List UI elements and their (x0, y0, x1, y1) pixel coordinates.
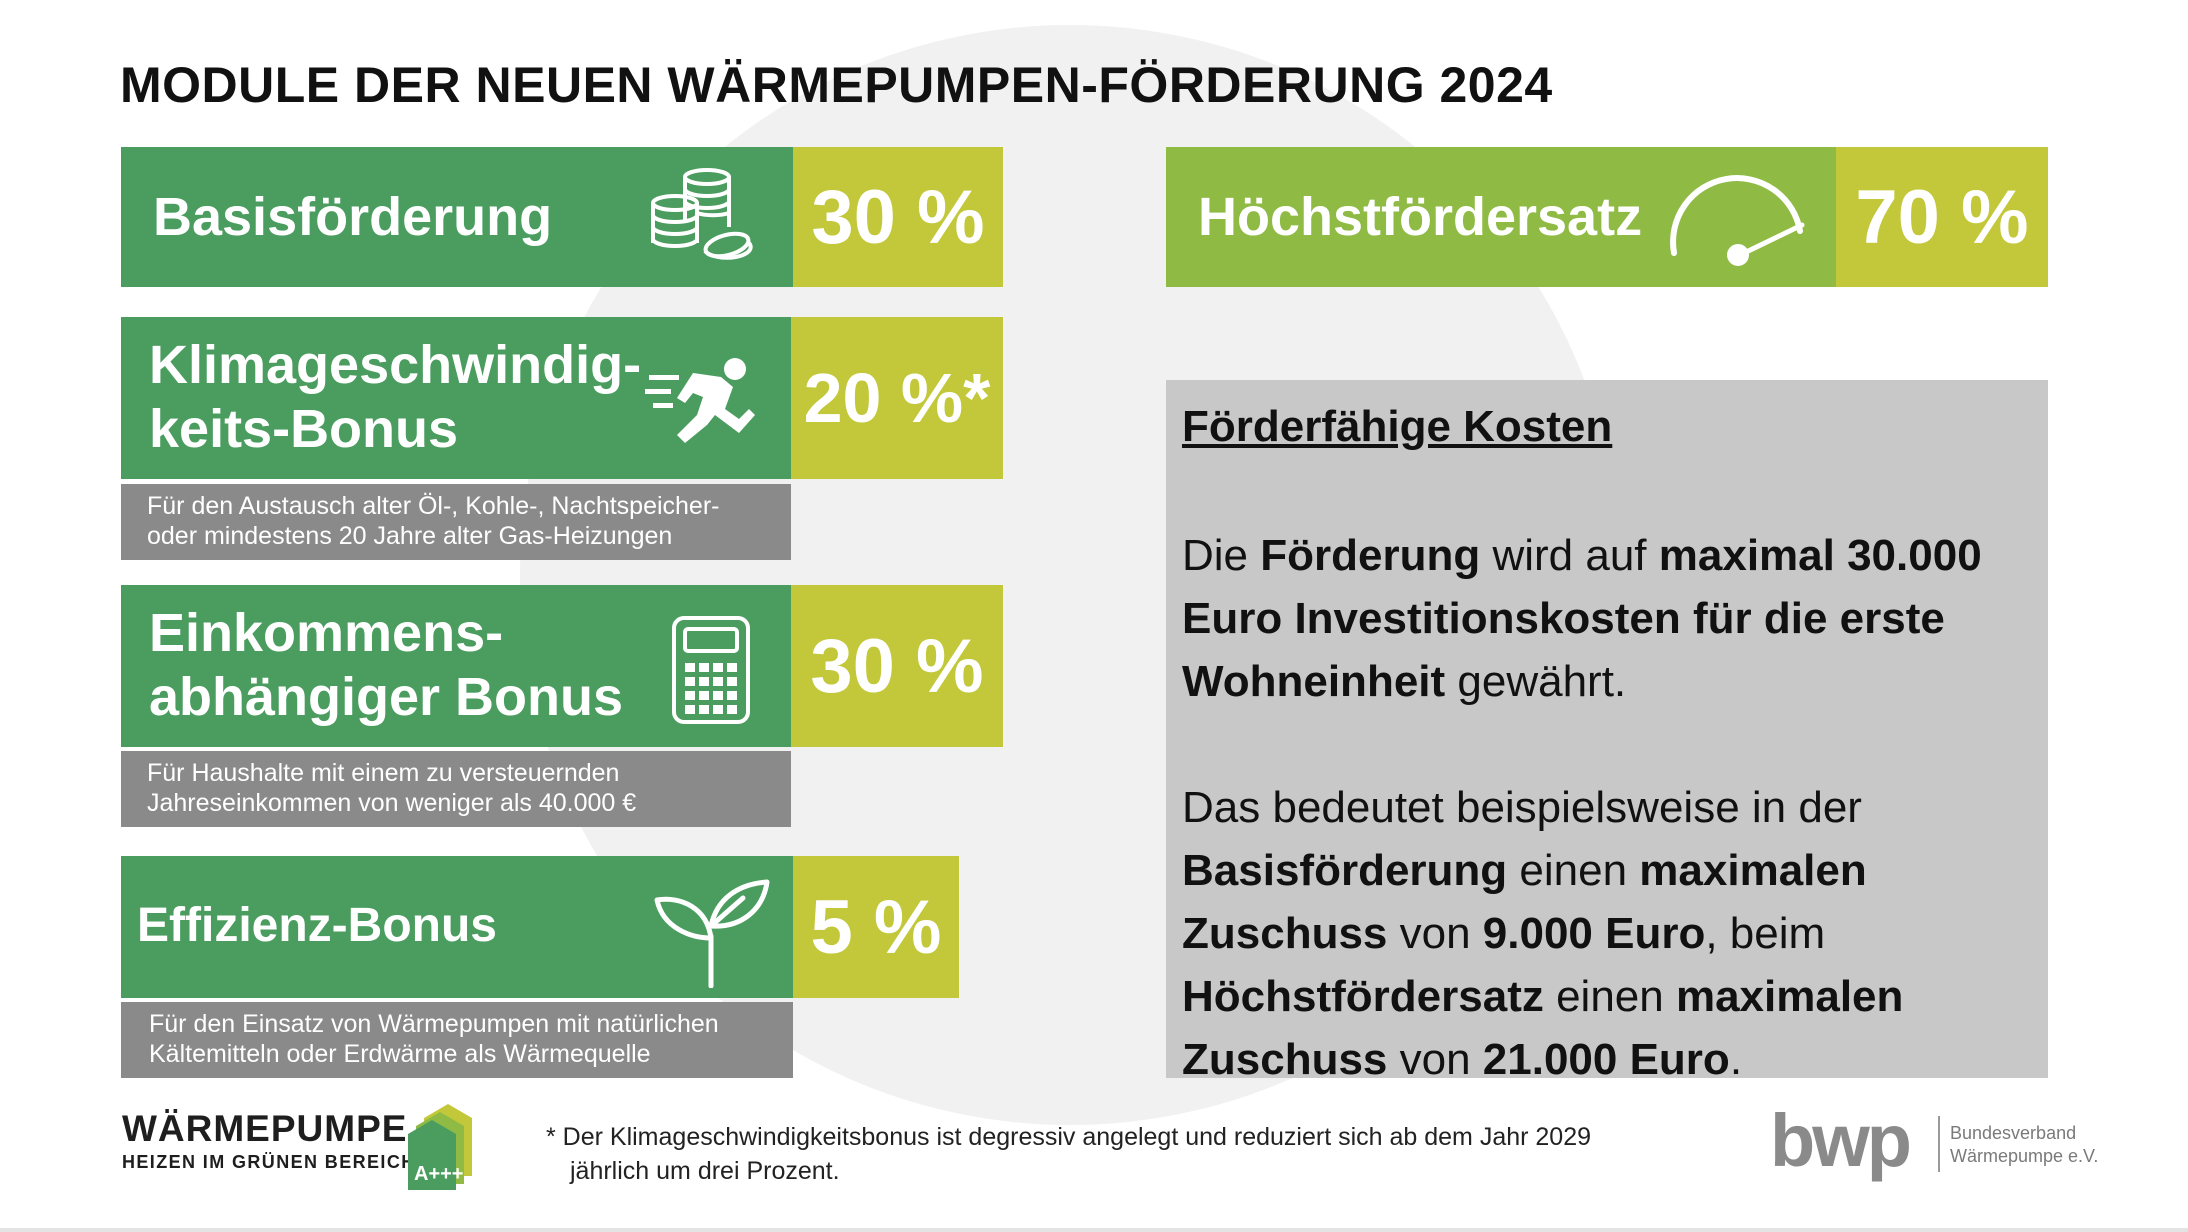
einkommen-label-line1: Einkommens- (149, 603, 504, 663)
effizienz-label: Effizienz-Bonus (137, 899, 497, 952)
effizienz-note: Für den Einsatz von Wärmepumpen mit natü… (121, 1002, 793, 1078)
einkommen-note-line2: Jahreseinkommen von weniger als 40.000 € (147, 789, 637, 817)
text-bold: Höchstfördersatz (1182, 972, 1544, 1021)
footnote-line-1: * Der Klimageschwindigkeitsbonus ist deg… (546, 1123, 1592, 1151)
einkommen-label-line2: abhängiger Bonus (149, 667, 624, 727)
text-bold: 9.000 Euro (1482, 909, 1706, 958)
text-bold: Wohneinheit (1182, 657, 1446, 706)
effizienz-percent: 5 % (793, 856, 959, 998)
bwp-logo: bwp (1770, 1099, 1940, 1195)
waermepumpe-logo: WÄRMEPUMPE HEIZEN IM GRÜNEN BEREICH (122, 1108, 416, 1173)
basis-module: Basisförderung (121, 147, 793, 287)
badge-text: A+++ (414, 1163, 463, 1185)
text-span: gewährt. (1445, 657, 1627, 706)
logo-wordmark: WÄRMEPUMPE (122, 1108, 408, 1149)
text-bold: maximal 30.000 (1658, 531, 1982, 580)
klima-module: Klimageschwindig- keits-Bonus (121, 317, 791, 479)
text-span: von (1387, 1035, 1483, 1084)
bwp-name-line-2: Wärmepumpe e.V. (1950, 1146, 2099, 1166)
text-span: Die (1182, 531, 1261, 580)
text-bold: Basisförderung (1182, 846, 1508, 895)
basis-percent: 30 % (793, 147, 1003, 287)
klima-note-line2: oder mindestens 20 Jahre alter Gas-Heizu… (147, 522, 673, 550)
gauge-icon (1664, 173, 1814, 273)
panel-paragraph-2-line-4: Höchstfördersatz einen maximalen (1182, 965, 1903, 1028)
klima-percent: 20 %* (791, 317, 1003, 479)
klima-note: Für den Austausch alter Öl-, Kohle-, Nac… (121, 484, 791, 560)
panel-paragraph-2-line-1: Das bedeutet beispielsweise in der (1182, 776, 1862, 839)
text-bold: maximalen (1639, 846, 1867, 895)
effizienz-module: Effizienz-Bonus (121, 856, 793, 998)
bwp-divider (1938, 1116, 1940, 1172)
effizienz-note-line1: Für den Einsatz von Wärmepumpen mit natü… (149, 1010, 719, 1038)
einkommen-note-line1: Für Haushalte mit einem zu versteuernden (147, 759, 620, 787)
text-bold: Zuschuss (1182, 1035, 1388, 1084)
panel-paragraph-1-line-3: Wohneinheit gewährt. (1182, 650, 1626, 713)
klima-note-line1: Für den Austausch alter Öl-, Kohle-, Nac… (147, 492, 720, 520)
text-bold: 21.000 Euro (1482, 1035, 1730, 1084)
page-title: MODULE DER NEUEN WÄRMEPUMPEN-FÖRDERUNG 2… (120, 57, 1553, 113)
panel-paragraph-1-line-2: Euro Investitionskosten für die erste (1182, 587, 1945, 650)
runner-icon (645, 353, 757, 449)
text-bold: Zuschuss (1182, 909, 1388, 958)
bwp-mark: bwp (1770, 1110, 1910, 1182)
basis-label: Basisförderung (153, 187, 553, 247)
panel-heading: Förderfähige Kosten (1182, 402, 1613, 451)
text-span: Das bedeutet beispielsweise in der (1182, 783, 1862, 832)
panel-paragraph-2-line-5: Zuschuss von 21.000 Euro. (1182, 1028, 1742, 1091)
eligible-costs-panel: Förderfähige Kosten Die Förderung wird a… (1166, 380, 2048, 1084)
text-span: wird auf (1480, 531, 1659, 580)
klima-label-line1: Klimageschwindig- (149, 335, 642, 395)
footnote-line-2: jährlich um drei Prozent. (570, 1157, 840, 1185)
einkommen-module: Einkommens- abhängiger Bonus (121, 585, 791, 747)
panel-paragraph-1-line-1: Die Förderung wird auf maximal 30.000 (1182, 524, 1982, 587)
bwp-name-line-1: Bundesverband (1950, 1123, 2077, 1143)
footnote: * Der Klimageschwindigkeitsbonus ist deg… (546, 1120, 1591, 1188)
einkommen-percent: 30 % (791, 585, 1003, 747)
text-bold: maximalen (1675, 972, 1904, 1021)
coins-icon (647, 163, 757, 273)
effizienz-note-line2: Kältemitteln oder Erdwärme als Wärmequel… (149, 1040, 651, 1068)
bwp-name: Bundesverband Wärmepumpe e.V. (1950, 1122, 2098, 1168)
klima-label-line2: keits-Bonus (149, 399, 459, 459)
sprout-icon (651, 876, 771, 988)
einkommen-note: Für Haushalte mit einem zu versteuernden… (121, 751, 791, 827)
text-span: einen (1543, 972, 1676, 1021)
hoechst-label: Höchstfördersatz (1198, 187, 1643, 247)
text-span: von (1387, 909, 1483, 958)
hoechst-module: Höchstfördersatz (1166, 147, 1836, 287)
panel-paragraph-2-line-2: Basisförderung einen maximalen (1182, 839, 1867, 902)
text-span: einen (1507, 846, 1640, 895)
house-badge-icon: A+++ (404, 1104, 488, 1195)
text-span: . (1729, 1035, 1743, 1084)
logo-tagline: HEIZEN IM GRÜNEN BEREICH (122, 1152, 416, 1172)
bottom-rule (0, 1228, 2188, 1232)
hoechst-percent: 70 % (1836, 147, 2048, 287)
text-bold: Euro Investitionskosten für die erste (1182, 594, 1945, 643)
text-bold: Förderung (1260, 531, 1481, 580)
panel-paragraph-2-line-3: Zuschuss von 9.000 Euro, beim (1182, 902, 1825, 965)
calculator-icon (671, 615, 751, 725)
text-span: , beim (1705, 909, 1826, 958)
